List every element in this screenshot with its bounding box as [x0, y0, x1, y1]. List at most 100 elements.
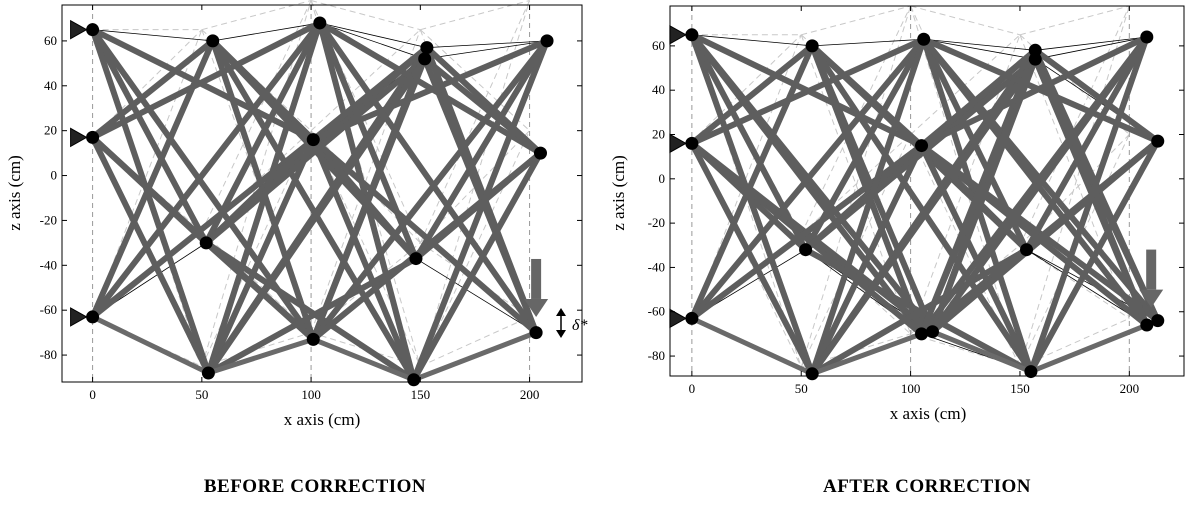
strut-member — [209, 37, 417, 383]
strut-member — [89, 26, 210, 246]
strut-member — [809, 42, 1034, 375]
cable-member — [691, 34, 813, 47]
strut-member — [688, 31, 816, 377]
cable-member — [1035, 36, 1147, 51]
strut-member — [1027, 34, 1150, 375]
node — [409, 252, 423, 266]
reference-member — [1019, 5, 1130, 368]
strut-member — [89, 136, 317, 320]
strut-member — [1023, 34, 1150, 253]
strut-member — [310, 136, 540, 336]
strut-member — [688, 31, 936, 335]
strut-member — [929, 34, 1150, 335]
node — [529, 326, 543, 340]
reference-member — [1019, 5, 1130, 246]
strut-member — [91, 314, 210, 376]
strut-member — [412, 37, 551, 262]
strut-member — [931, 329, 1032, 374]
x-tick-label: 50 — [795, 381, 808, 396]
load-arrow-shaft — [1146, 249, 1157, 290]
node — [86, 23, 100, 37]
y-tick-label: -60 — [648, 304, 665, 319]
node — [1140, 30, 1154, 44]
strut-member — [688, 36, 927, 322]
strut-member — [809, 142, 925, 377]
reference-member — [419, 29, 530, 132]
strut-member — [89, 37, 216, 141]
truss-structure — [669, 5, 1165, 381]
node — [407, 373, 421, 387]
strut-member — [688, 36, 927, 147]
x-tick-label: 200 — [520, 387, 540, 402]
load-arrow-head — [1139, 289, 1164, 308]
reference-member — [92, 29, 203, 367]
reference-member — [310, 29, 421, 132]
x-axis-label: x axis (cm) — [890, 404, 966, 423]
reference-member — [910, 5, 1021, 36]
y-tick-label: 20 — [652, 127, 665, 142]
y-tick-label: 20 — [44, 123, 57, 138]
support-marker — [70, 127, 88, 148]
after-correction-plot: 0 50 100 150 200 60 40 20 0 -20 -40 -60 -80 x axis (… — [600, 0, 1197, 497]
node — [915, 327, 929, 341]
node — [685, 311, 699, 325]
strut-member — [929, 56, 1039, 335]
strut-member — [412, 330, 538, 383]
before-correction-caption: BEFORE CORRECTION — [203, 476, 427, 497]
x-axis-label: x axis (cm) — [284, 410, 360, 429]
strut-member — [410, 150, 544, 383]
strut-member — [310, 37, 551, 143]
strut-member — [918, 34, 1150, 149]
support-marker — [70, 19, 88, 40]
node — [805, 39, 819, 53]
strut-member — [89, 37, 216, 320]
node — [799, 243, 813, 257]
node — [306, 133, 320, 147]
strut-member — [312, 337, 415, 383]
strut-member — [310, 136, 419, 262]
y-tick-label: -20 — [40, 212, 57, 227]
strut-member — [802, 36, 927, 253]
y-tick-label: 40 — [44, 78, 57, 93]
support-marker — [669, 24, 687, 45]
x-tick-label: 200 — [1120, 381, 1140, 396]
strut-member — [1027, 138, 1161, 375]
node — [1151, 314, 1165, 328]
y-tick-label: -60 — [40, 302, 57, 317]
node — [420, 41, 434, 55]
strut-member — [690, 316, 814, 377]
strut-member — [421, 55, 540, 336]
node — [917, 32, 931, 46]
strut-member — [316, 19, 540, 336]
truss-structure — [70, 0, 554, 387]
reference-member — [801, 333, 911, 368]
strut-member — [310, 44, 430, 143]
y-tick-label: -40 — [40, 257, 57, 272]
strut-member — [688, 140, 816, 377]
node — [1020, 243, 1034, 257]
cable-member — [1035, 36, 1147, 60]
reference-member — [691, 34, 802, 142]
plot-frame — [61, 4, 583, 383]
node — [86, 310, 100, 324]
x-tick-label: 100 — [901, 381, 921, 396]
x-tick-label: 0 — [689, 381, 696, 396]
strut-member — [421, 55, 544, 157]
strut-member — [89, 19, 323, 141]
reference-member — [419, 130, 530, 244]
reference-member — [419, 130, 531, 367]
cable-member — [923, 38, 1036, 60]
node — [418, 52, 432, 66]
strut-member — [207, 336, 315, 376]
strut-member — [205, 55, 428, 377]
reference-member — [310, 0, 421, 31]
node — [540, 34, 554, 48]
y-tick-label: 0 — [659, 171, 666, 186]
node — [915, 139, 929, 153]
reference-member — [801, 5, 911, 36]
node — [1028, 52, 1042, 66]
node — [533, 146, 547, 160]
